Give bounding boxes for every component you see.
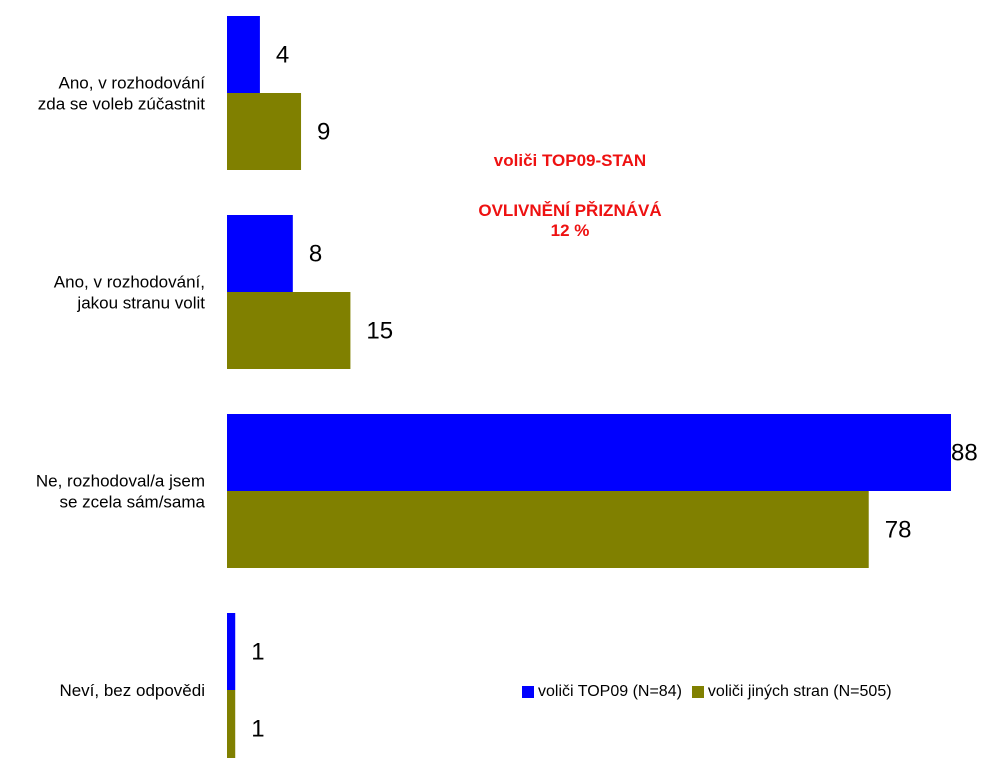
bar-series1-cat2 <box>227 491 869 568</box>
category-label-1: Ano, v rozhodování, jakou stranu volit <box>54 273 205 313</box>
value-label-series0-cat2: 88 <box>951 440 978 467</box>
legend-item-other-parties: voliči jiných stran (N=505) <box>691 683 892 701</box>
category-label-line: se zcela sám/sama <box>60 493 206 512</box>
category-label-2: Ne, rozhodoval/a jsem se zcela sám/sama <box>36 472 206 512</box>
bar-series1-cat1 <box>227 292 351 369</box>
value-label-series1-cat1: 15 <box>366 318 393 345</box>
bar-series1-cat3 <box>227 690 236 758</box>
legend-label-top09: voliči TOP09 (N=84) <box>538 683 682 700</box>
value-label-series1-cat2: 78 <box>885 517 912 544</box>
annotation-voter-group: voliči TOP09-STAN <box>493 151 647 170</box>
category-label-line: zda se voleb zúčastnit <box>38 95 206 114</box>
category-label-line: Ano, v rozhodování <box>59 74 206 93</box>
category-label-line: jakou stranu volit <box>76 294 205 313</box>
category-label-line: Neví, bez odpovědi <box>59 681 205 700</box>
category-label-0: Ano, v rozhodování zda se voleb zúčastnit <box>38 74 206 114</box>
bar-series0-cat0 <box>227 16 260 93</box>
legend-item-top09: voliči TOP09 (N=84) <box>522 683 682 701</box>
value-label-series0-cat3: 1 <box>251 639 264 666</box>
annotation-influence-title: OVLIVNĚNÍ PŘIZNÁVÁ <box>478 201 662 220</box>
legend-swatch-other-parties <box>691 686 704 698</box>
value-label-series0-cat1: 8 <box>309 241 322 268</box>
legend-label-other-parties: voliči jiných stran (N=505) <box>707 683 892 700</box>
bar-series0-cat2 <box>227 414 951 491</box>
annotation-influence-percent: 12 % <box>550 221 590 240</box>
bar-series1-cat0 <box>227 93 302 170</box>
category-label-line: Ano, v rozhodování, <box>54 273 205 292</box>
category-label-3: Neví, bez odpovědi <box>59 681 205 700</box>
value-label-series1-cat3: 1 <box>251 716 264 743</box>
category-label-line: Ne, rozhodoval/a jsem <box>36 472 205 491</box>
value-label-series1-cat0: 9 <box>317 119 330 146</box>
legend: voliči TOP09 (N=84) voliči jiných stran … <box>522 683 902 701</box>
bar-series0-cat1 <box>227 215 293 292</box>
bar-series0-cat3 <box>227 613 236 690</box>
legend-swatch-top09 <box>522 686 534 698</box>
value-label-series0-cat0: 4 <box>276 42 289 69</box>
